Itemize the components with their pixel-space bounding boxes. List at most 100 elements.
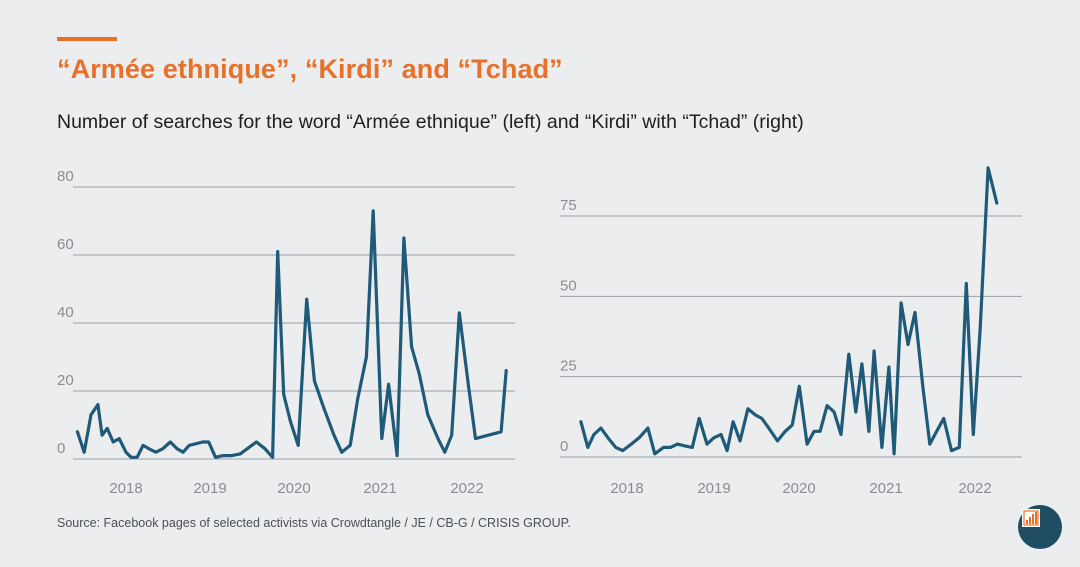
y-tick-label: 0 bbox=[560, 438, 568, 455]
data-point bbox=[372, 209, 375, 212]
data-point bbox=[669, 446, 672, 449]
data-point bbox=[187, 444, 191, 447]
data-point bbox=[698, 417, 701, 420]
data-point bbox=[124, 451, 128, 454]
data-point bbox=[349, 444, 352, 447]
source-note: Source: Facebook pages of selected activ… bbox=[57, 516, 571, 530]
x-tick-label: 2021 bbox=[869, 480, 902, 497]
data-point bbox=[913, 311, 917, 314]
data-point bbox=[942, 417, 945, 420]
x-tick-label: 2020 bbox=[277, 480, 310, 497]
data-point bbox=[867, 430, 871, 433]
data-point bbox=[161, 447, 164, 450]
x-tick-label: 2018 bbox=[610, 480, 643, 497]
data-point bbox=[276, 250, 279, 253]
data-point bbox=[872, 349, 876, 353]
data-point bbox=[776, 439, 779, 443]
data-point bbox=[712, 436, 716, 439]
data-point bbox=[767, 426, 770, 430]
data-point bbox=[832, 410, 836, 414]
data-point bbox=[402, 236, 406, 240]
data-point bbox=[505, 369, 508, 372]
data-point bbox=[638, 436, 641, 439]
data-point bbox=[887, 365, 891, 369]
data-point bbox=[880, 446, 884, 449]
series-line bbox=[75, 209, 508, 459]
data-point bbox=[443, 451, 446, 454]
data-point bbox=[958, 446, 961, 449]
data-point bbox=[928, 442, 931, 446]
series-line bbox=[579, 166, 999, 456]
data-point bbox=[118, 437, 121, 440]
data-point bbox=[83, 451, 86, 454]
data-point bbox=[356, 396, 360, 399]
data-point bbox=[76, 430, 79, 433]
data-point bbox=[725, 449, 729, 452]
data-point bbox=[662, 446, 665, 449]
data-point bbox=[365, 355, 368, 359]
data-point bbox=[96, 403, 100, 406]
data-point bbox=[380, 437, 383, 440]
data-point bbox=[746, 407, 750, 410]
data-point bbox=[271, 456, 274, 459]
data-point bbox=[194, 442, 198, 445]
data-point bbox=[579, 420, 583, 423]
data-point bbox=[147, 447, 151, 450]
data-point bbox=[106, 427, 109, 430]
data-point bbox=[965, 282, 968, 285]
data-point bbox=[426, 413, 429, 416]
data-point bbox=[89, 413, 93, 416]
data-point bbox=[653, 452, 656, 455]
data-point bbox=[305, 298, 308, 301]
data-point bbox=[282, 393, 285, 396]
data-point bbox=[754, 414, 757, 417]
data-point bbox=[313, 379, 316, 382]
data-point bbox=[854, 410, 857, 414]
x-tick-label: 2019 bbox=[193, 480, 226, 497]
data-point bbox=[230, 454, 233, 457]
data-point bbox=[847, 353, 850, 356]
data-point bbox=[586, 446, 589, 449]
data-point bbox=[760, 417, 763, 420]
data-point bbox=[181, 451, 185, 454]
data-point bbox=[892, 452, 896, 455]
data-point bbox=[646, 426, 650, 430]
y-tick-label: 75 bbox=[560, 197, 577, 214]
x-tick-label: 2022 bbox=[450, 480, 483, 497]
data-point bbox=[450, 434, 453, 437]
data-point bbox=[979, 327, 982, 330]
data-point bbox=[592, 433, 596, 436]
data-point bbox=[395, 454, 399, 457]
data-point bbox=[458, 311, 461, 314]
x-tick-label: 2020 bbox=[782, 480, 815, 497]
data-point bbox=[599, 426, 603, 430]
data-point bbox=[921, 385, 924, 388]
data-point bbox=[239, 452, 242, 456]
data-point bbox=[705, 442, 709, 446]
data-point bbox=[972, 433, 975, 436]
chart-panel-right: 0 25 50 75 2018 2019 2020 2021 2022 bbox=[560, 166, 1022, 497]
y-tick-label: 60 bbox=[57, 236, 74, 253]
data-point bbox=[289, 420, 292, 423]
y-tick-label: 0 bbox=[57, 440, 65, 457]
y-tick-label: 50 bbox=[560, 277, 577, 294]
data-point bbox=[112, 440, 115, 444]
data-point bbox=[154, 451, 157, 454]
data-point bbox=[683, 444, 686, 447]
data-point bbox=[201, 440, 204, 444]
data-point bbox=[860, 362, 864, 365]
data-point bbox=[340, 451, 343, 454]
data-point bbox=[467, 386, 470, 389]
crisis-group-logo-icon bbox=[1018, 505, 1062, 549]
data-point bbox=[129, 456, 133, 459]
y-tick-label: 80 bbox=[57, 168, 74, 185]
data-point bbox=[297, 444, 300, 447]
data-point bbox=[784, 430, 787, 433]
data-point bbox=[322, 406, 325, 410]
data-point bbox=[614, 446, 617, 449]
data-point bbox=[995, 201, 998, 205]
y-tick-label: 20 bbox=[57, 372, 74, 389]
x-tick-label: 2019 bbox=[697, 480, 730, 497]
data-point bbox=[791, 423, 794, 427]
data-point bbox=[719, 433, 723, 436]
